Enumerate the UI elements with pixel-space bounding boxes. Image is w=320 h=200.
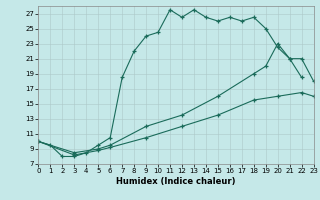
- X-axis label: Humidex (Indice chaleur): Humidex (Indice chaleur): [116, 177, 236, 186]
